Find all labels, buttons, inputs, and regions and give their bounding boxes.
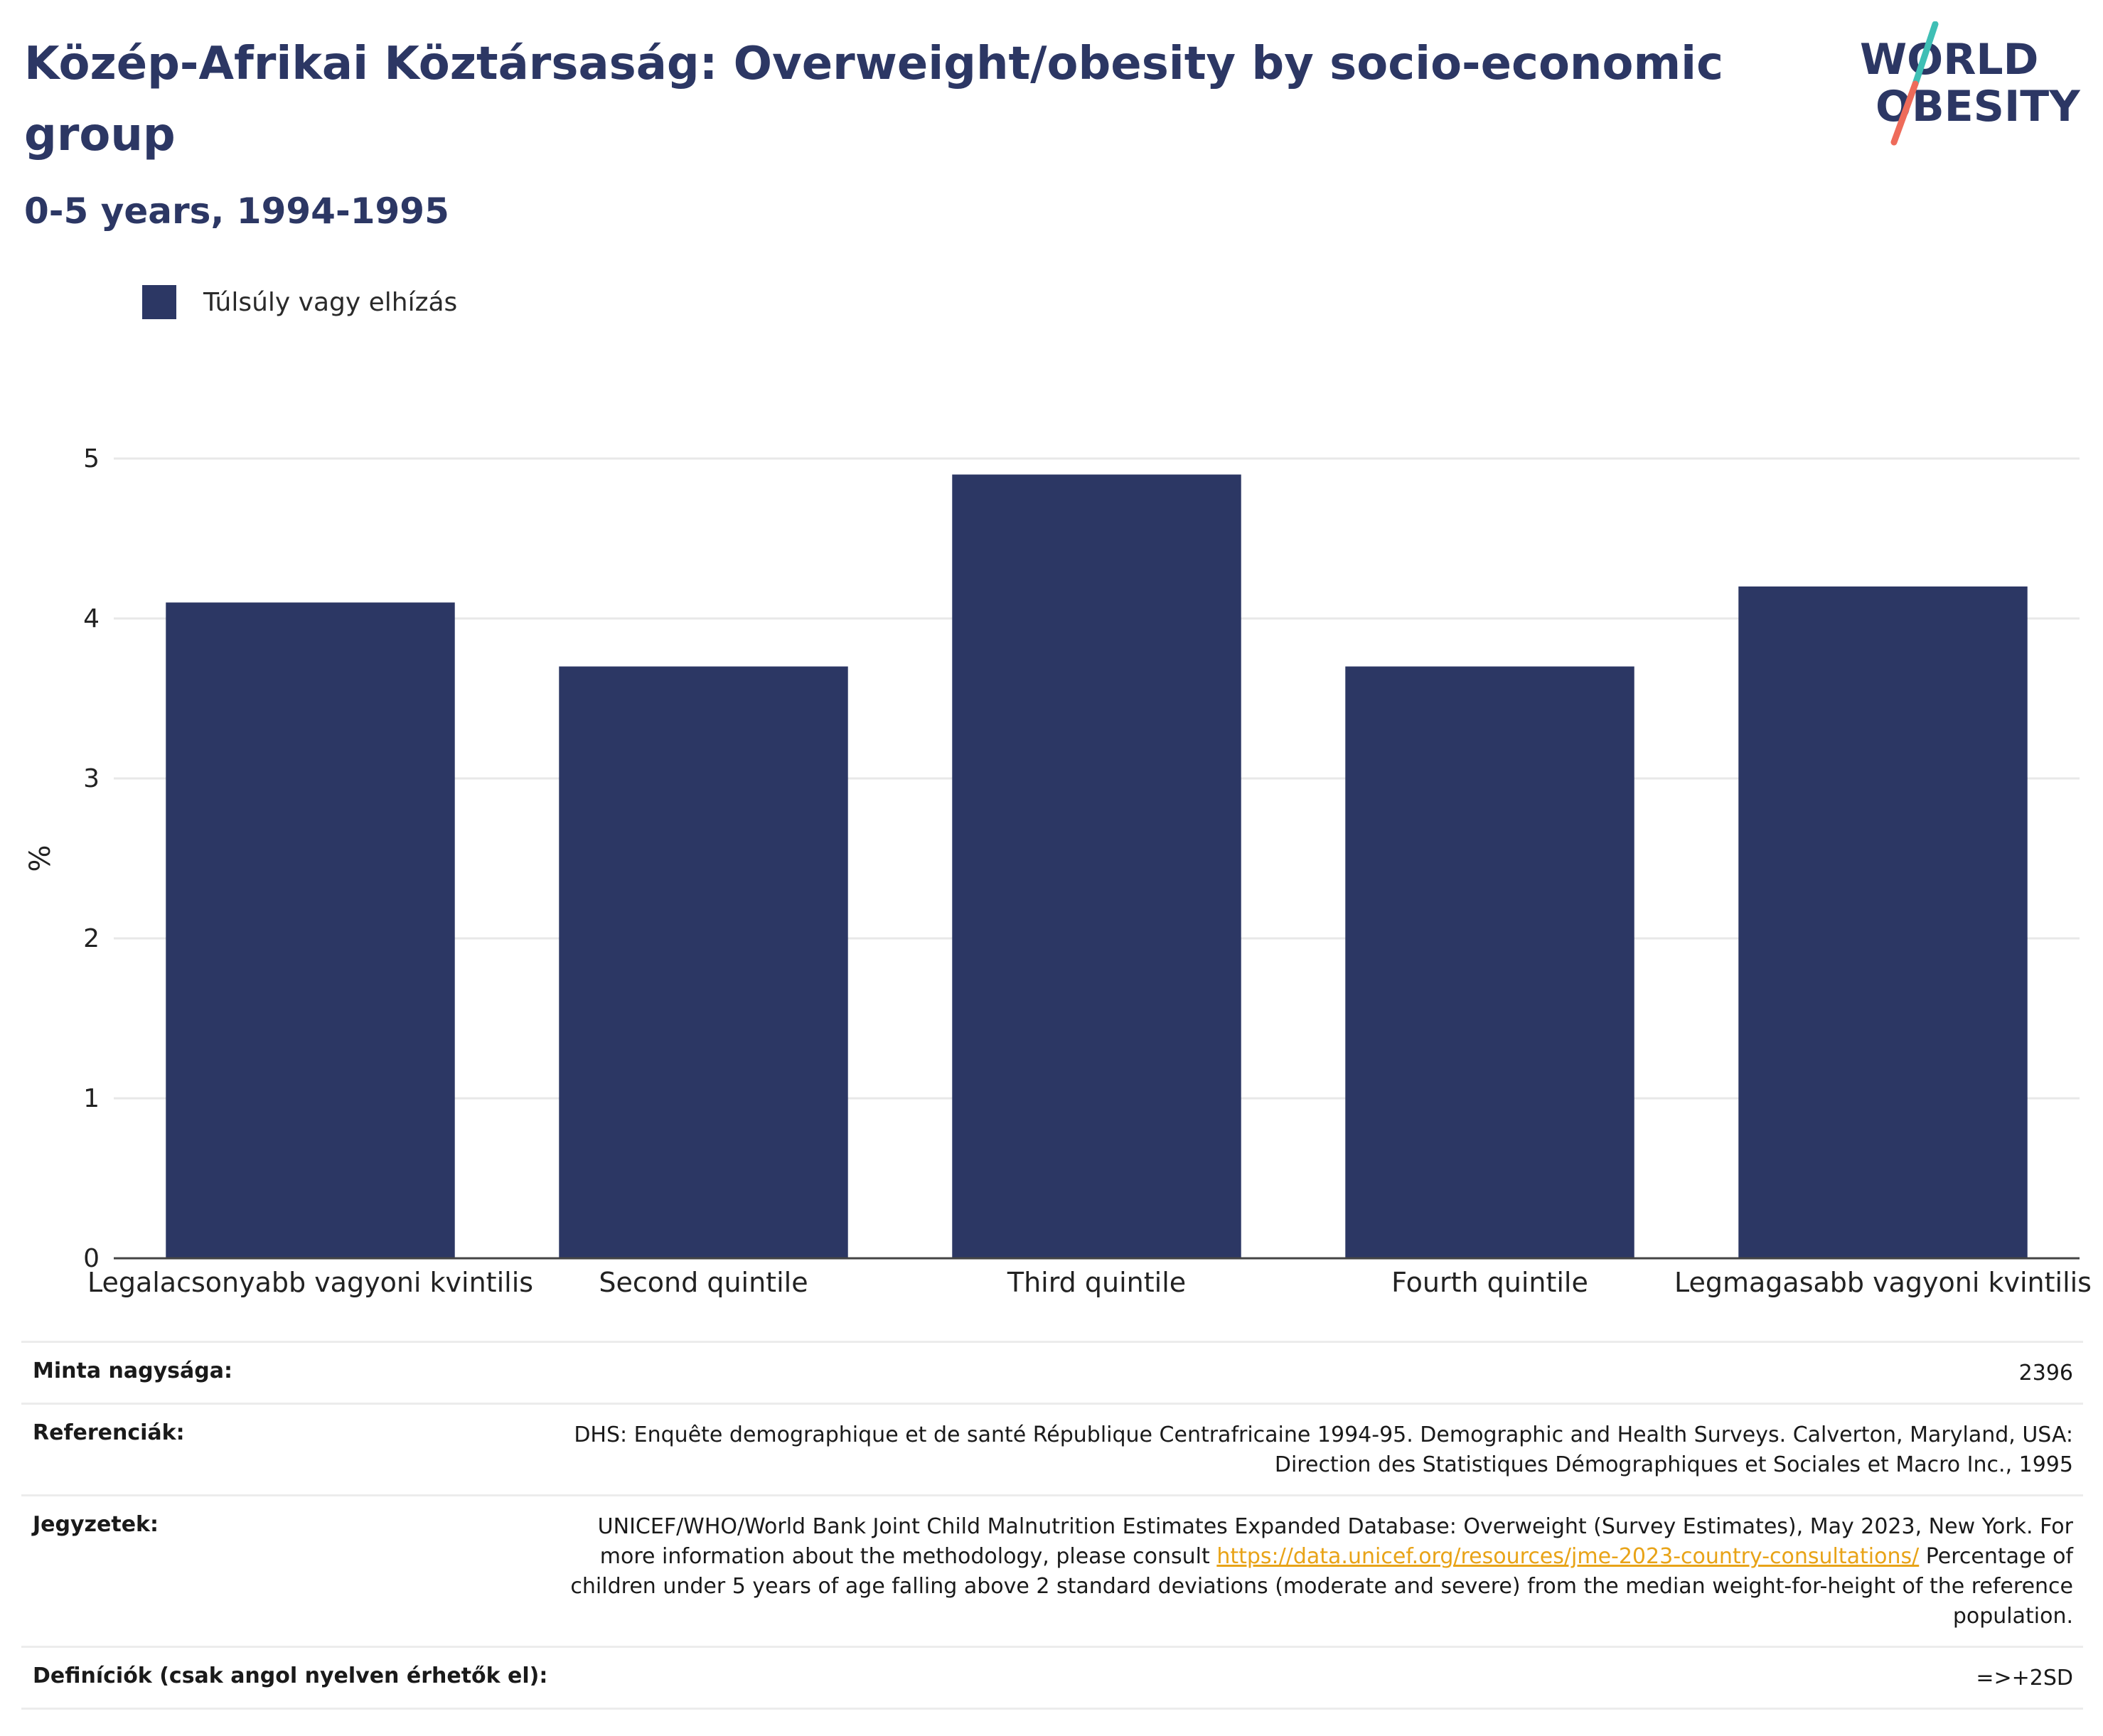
chart-legend[interactable]: Túlsúly vagy elhízás [142,284,457,320]
bar [1345,666,1634,1258]
world-obesity-logo: WORLD OBESITY [1856,21,2083,149]
x-tick-label: Legalacsonyabb vagyoni kvintilis [87,1267,533,1298]
meta-key: Minta nagysága: [33,1359,232,1383]
metadata-table: Minta nagysága: 2396 Referenciák: DHS: E… [21,1341,2083,1710]
meta-value: UNICEF/WHO/World Bank Joint Child Malnut… [552,1512,2073,1631]
legend-swatch [142,285,176,319]
meta-row-references: Referenciák: DHS: Enquête demographique … [21,1403,2083,1494]
notes-text-pre: UNICEF/WHO/World Bank Joint Child Malnut… [597,1514,2073,1569]
meta-key: Referenciák: [33,1420,185,1445]
meta-row-definitions: Definíciók (csak angol nyelven érhetők e… [21,1646,2083,1710]
y-tick-label: 1 [83,1084,100,1113]
bar [166,602,455,1258]
bar [1738,586,2028,1258]
bar [952,474,1241,1258]
bar-chart: 0 1 2 3 4 5 Legalacsonyabb vagyoni kvintilis Se… [24,444,2092,1298]
logo-word-world: WORLD [1860,35,2039,85]
meta-row-sample-size: Minta nagysága: 2396 [21,1341,2083,1403]
x-tick-label: Legmagasabb vagyoni kvintilis [1674,1267,2092,1298]
chart-title: Közép-Afrikai Köztársaság: Overweight/ob… [24,38,1723,161]
bar [559,666,848,1258]
meta-key: Definíciók (csak angol nyelven érhetők e… [33,1663,548,1688]
y-tick-label: 2 [83,924,100,953]
x-tick-label: Fourth quintile [1391,1267,1588,1298]
y-axis-label: % [24,845,57,872]
methodology-link[interactable]: https://data.unicef.org/resources/jme-20… [1216,1544,1920,1569]
meta-row-notes: Jegyzetek: UNICEF/WHO/World Bank Joint C… [21,1494,2083,1646]
y-tick-label: 4 [83,604,100,633]
meta-value: =>+2SD [1976,1666,2073,1691]
y-tick-label: 0 [83,1244,100,1273]
notes-text-post: Percentage of children under 5 years of … [570,1544,2073,1629]
x-tick-label: Second quintile [599,1267,808,1298]
logo-slash-icon [1890,21,1939,146]
meta-value: DHS: Enquête demographique et de santé R… [574,1422,2073,1477]
meta-value: 2396 [2018,1361,2073,1386]
meta-key: Jegyzetek: [33,1512,159,1537]
y-tick-label: 3 [83,764,100,793]
y-tick-label: 5 [83,444,100,473]
chart-subtitle: 0-5 years, 1994-1995 [24,191,449,232]
x-tick-label: Third quintile [1007,1267,1186,1298]
legend-label: Túlsúly vagy elhízás [203,287,458,317]
